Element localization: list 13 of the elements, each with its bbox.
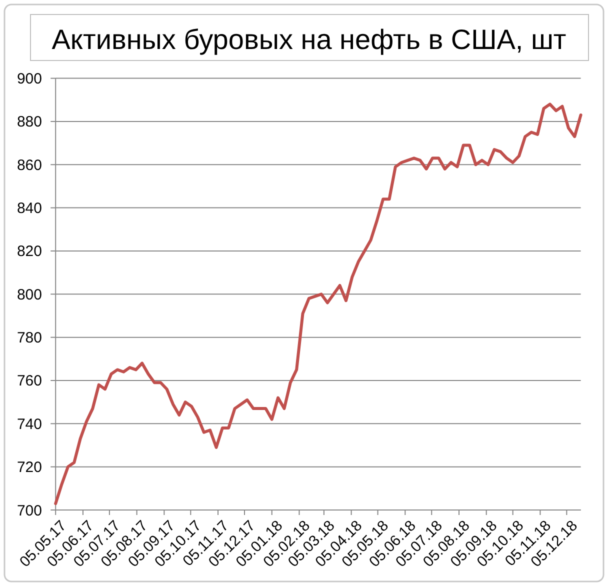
y-tick-label: 740 — [16, 416, 42, 433]
y-tick-label: 880 — [16, 114, 42, 131]
chart-title: Активных буровых на нефть в США, шт — [52, 24, 566, 55]
y-tick-label: 820 — [16, 243, 42, 260]
y-tick-label: 800 — [16, 286, 42, 304]
y-tick-label: 840 — [16, 200, 42, 218]
y-tick-label: 700 — [16, 502, 42, 520]
y-tick-label: 860 — [16, 156, 42, 174]
y-tick-label: 720 — [16, 459, 42, 476]
line-series — [54, 102, 582, 506]
y-tick-label: 900 — [16, 70, 42, 88]
y-tick-label: 780 — [16, 330, 42, 347]
y-tick-label: 760 — [16, 372, 42, 390]
